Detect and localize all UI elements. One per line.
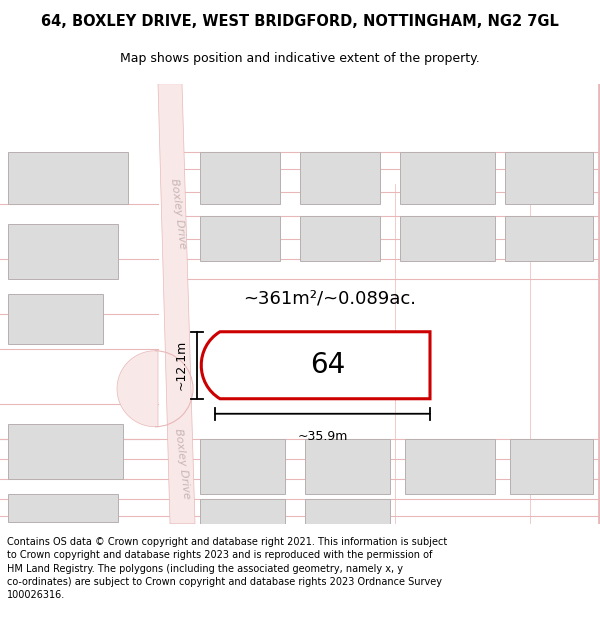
Bar bbox=[8, 424, 123, 479]
Bar bbox=[8, 494, 118, 522]
Text: Map shows position and indicative extent of the property.: Map shows position and indicative extent… bbox=[120, 52, 480, 65]
Bar bbox=[8, 224, 118, 279]
Polygon shape bbox=[158, 84, 195, 524]
Text: Boxley Drive: Boxley Drive bbox=[169, 178, 187, 249]
Text: Contains OS data © Crown copyright and database right 2021. This information is : Contains OS data © Crown copyright and d… bbox=[7, 537, 448, 600]
Text: 64: 64 bbox=[310, 351, 345, 379]
Bar bbox=[405, 439, 495, 494]
Bar bbox=[200, 499, 285, 524]
Bar bbox=[200, 216, 280, 261]
Text: ~35.9m: ~35.9m bbox=[298, 430, 347, 442]
Bar bbox=[400, 152, 495, 204]
Bar bbox=[200, 152, 280, 204]
Text: ~12.1m: ~12.1m bbox=[175, 340, 188, 391]
Bar bbox=[505, 152, 593, 204]
Text: ~361m²/~0.089ac.: ~361m²/~0.089ac. bbox=[244, 290, 416, 308]
PathPatch shape bbox=[201, 332, 430, 399]
Bar bbox=[8, 294, 103, 344]
Bar bbox=[300, 216, 380, 261]
Bar bbox=[400, 216, 495, 261]
Bar bbox=[505, 216, 593, 261]
Bar bbox=[200, 439, 285, 494]
Bar bbox=[8, 152, 128, 204]
Bar bbox=[305, 499, 390, 524]
Text: 64, BOXLEY DRIVE, WEST BRIDGFORD, NOTTINGHAM, NG2 7GL: 64, BOXLEY DRIVE, WEST BRIDGFORD, NOTTIN… bbox=[41, 14, 559, 29]
Bar bbox=[510, 439, 593, 494]
Bar bbox=[305, 439, 390, 494]
Polygon shape bbox=[117, 351, 158, 427]
Text: Boxley Drive: Boxley Drive bbox=[173, 428, 191, 499]
Bar bbox=[300, 152, 380, 204]
